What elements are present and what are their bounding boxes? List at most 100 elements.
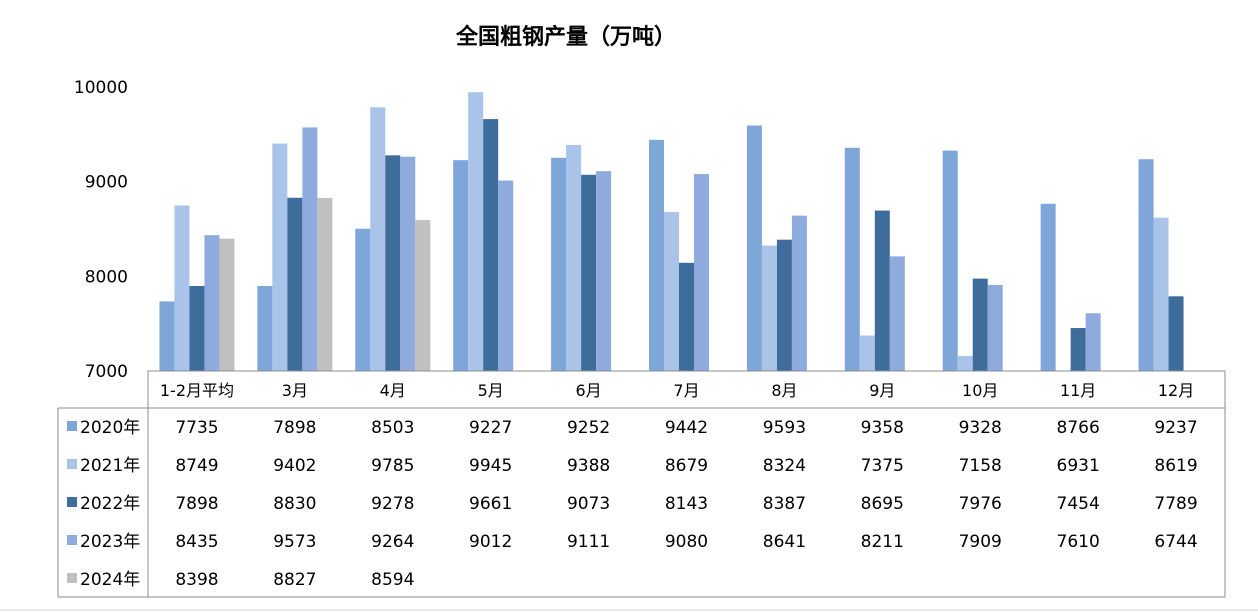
legend-swatch [67,421,77,431]
data-table-cell: 9073 [567,494,610,514]
data-table-cell: 8594 [371,570,414,590]
chart-title: 全国粗钢产量（万吨） [455,24,676,50]
y-tick-label: 10000 [74,78,128,98]
bar-2021年-5月 [468,92,484,371]
bar-2021年-6月 [566,144,582,371]
data-table-cell: 9945 [469,456,512,476]
bar-2023年-1-2月平均 [204,235,220,371]
data-table-cell: 6744 [1154,532,1197,552]
data-table-cell: 9388 [567,456,610,476]
data-table-cell: 9227 [469,418,512,438]
legend-swatch [67,573,77,583]
data-table-cell: 7789 [1154,494,1197,514]
bar-2022年-5月 [483,119,499,371]
bar-2023年-6月 [596,171,612,371]
category-label: 11月 [1060,381,1096,400]
data-table-cell: 9593 [763,418,806,438]
data-table-cell: 7610 [1057,532,1100,552]
bar-2022年-6月 [581,174,597,371]
bar-2021年-12月 [1153,217,1169,371]
data-table-cell: 9442 [665,418,708,438]
bar-2022年-12月 [1168,296,1184,371]
bar-2023年-5月 [498,180,514,371]
bar-2023年-8月 [791,215,807,371]
data-table-cell: 9358 [861,418,904,438]
bar-2022年-8月 [776,239,792,371]
data-table-cell: 8143 [665,494,708,514]
data-table-cell: 8766 [1057,418,1100,438]
data-table-cell: 8695 [861,494,904,514]
bar-2020年-11月 [1040,203,1056,371]
category-label: 10月 [962,381,998,400]
data-table-cell: 9661 [469,494,512,514]
category-label: 5月 [478,381,504,400]
legend-label: 2024年 [80,570,140,590]
bar-2023年-4月 [400,156,416,371]
data-table-cell: 8679 [665,456,708,476]
legend-swatch [67,497,77,507]
data-table-cell: 8619 [1154,456,1197,476]
data-table-cell: 8827 [273,570,316,590]
y-tick-label: 9000 [85,173,128,193]
data-table-cell: 9402 [273,456,316,476]
y-tick-label: 8000 [85,267,128,287]
data-table-cell: 7909 [959,532,1002,552]
data-table-cell: 7898 [273,418,316,438]
category-label: 4月 [380,381,406,400]
bar-2024年-3月 [317,198,333,371]
bar-2021年-3月 [272,143,288,371]
data-table-cell: 9278 [371,494,414,514]
bar-2022年-1-2月平均 [189,285,205,371]
data-table-cell: 8830 [273,494,316,514]
bar-2020年-7月 [649,139,664,371]
data-table-cell: 8324 [763,456,806,476]
data-table-cell: 7454 [1057,494,1100,514]
bar-2023年-7月 [694,174,709,371]
bar-2022年-9月 [874,210,890,371]
legend-swatch [67,459,77,469]
data-table-cell: 9012 [469,532,512,552]
data-table-cell: 8749 [175,456,218,476]
data-table-cell: 9237 [1154,418,1197,438]
bar-2022年-4月 [385,155,401,371]
data-table-cell: 7976 [959,494,1002,514]
data-table-cell: 9080 [665,532,708,552]
legend-label: 2020年 [80,418,140,438]
category-label: 9月 [869,381,895,400]
bar-2020年-1-2月平均 [159,301,175,371]
bar-2024年-1-2月平均 [219,238,235,371]
data-table-cell: 7735 [175,418,218,438]
bar-2020年-4月 [355,228,371,371]
data-table-cell: 9111 [567,532,610,552]
bar-2020年-10月 [942,150,958,371]
category-label: 8月 [771,381,797,400]
data-table-cell: 8641 [763,532,806,552]
data-table-cell: 6931 [1057,456,1100,476]
category-label: 7月 [673,381,699,400]
category-label: 3月 [282,381,308,400]
data-table-cell: 8211 [861,532,904,552]
data-table-cell: 9328 [959,418,1002,438]
bar-2023年-10月 [987,284,1003,371]
bar-2020年-9月 [844,147,860,371]
data-table-cell: 7158 [959,456,1002,476]
bar-2021年-10月 [957,356,973,371]
bar-2023年-3月 [302,127,318,371]
bar-2021年-7月 [664,212,679,371]
data-table-cell: 9785 [371,456,414,476]
data-table-cell: 9252 [567,418,610,438]
bar-2020年-3月 [257,285,273,371]
legend-swatch [67,535,77,545]
data-table-cell: 8435 [175,532,218,552]
bar-2022年-11月 [1070,328,1086,371]
data-table-cell: 9573 [273,532,316,552]
bar-2020年-6月 [551,157,567,371]
bar-2021年-4月 [370,107,386,371]
bar-2023年-9月 [889,256,905,371]
bar-2020年-5月 [453,160,469,371]
bar-2022年-10月 [972,278,988,371]
data-table-cell: 8503 [371,418,414,438]
legend-label: 2023年 [80,532,140,552]
category-label: 6月 [575,381,601,400]
